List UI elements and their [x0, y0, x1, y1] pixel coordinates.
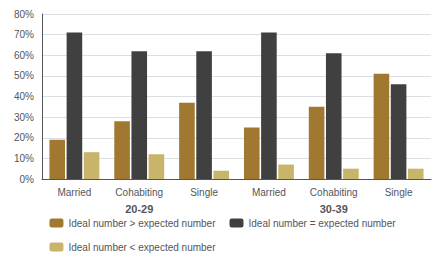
svg-text:Single: Single: [385, 187, 413, 198]
svg-text:Cohabiting: Cohabiting: [115, 187, 163, 198]
svg-text:Ideal number < expected number: Ideal number < expected number: [68, 242, 216, 253]
svg-text:60%: 60%: [14, 50, 34, 61]
svg-text:Single: Single: [190, 187, 218, 198]
svg-text:0%: 0%: [20, 174, 35, 185]
svg-text:70%: 70%: [14, 29, 34, 40]
svg-text:30%: 30%: [14, 112, 34, 123]
svg-text:20%: 20%: [14, 132, 34, 143]
svg-text:Cohabiting: Cohabiting: [310, 187, 358, 198]
svg-text:20-29: 20-29: [125, 203, 153, 215]
svg-text:40%: 40%: [14, 91, 34, 102]
svg-text:Married: Married: [252, 187, 286, 198]
svg-text:10%: 10%: [14, 153, 34, 164]
svg-text:Ideal number = expected number: Ideal number = expected number: [249, 218, 397, 229]
svg-text:50%: 50%: [14, 70, 34, 81]
svg-text:Married: Married: [57, 187, 91, 198]
svg-text:80%: 80%: [14, 9, 34, 20]
svg-text:30-39: 30-39: [320, 203, 348, 215]
svg-text:Ideal number > expected number: Ideal number > expected number: [68, 218, 216, 229]
